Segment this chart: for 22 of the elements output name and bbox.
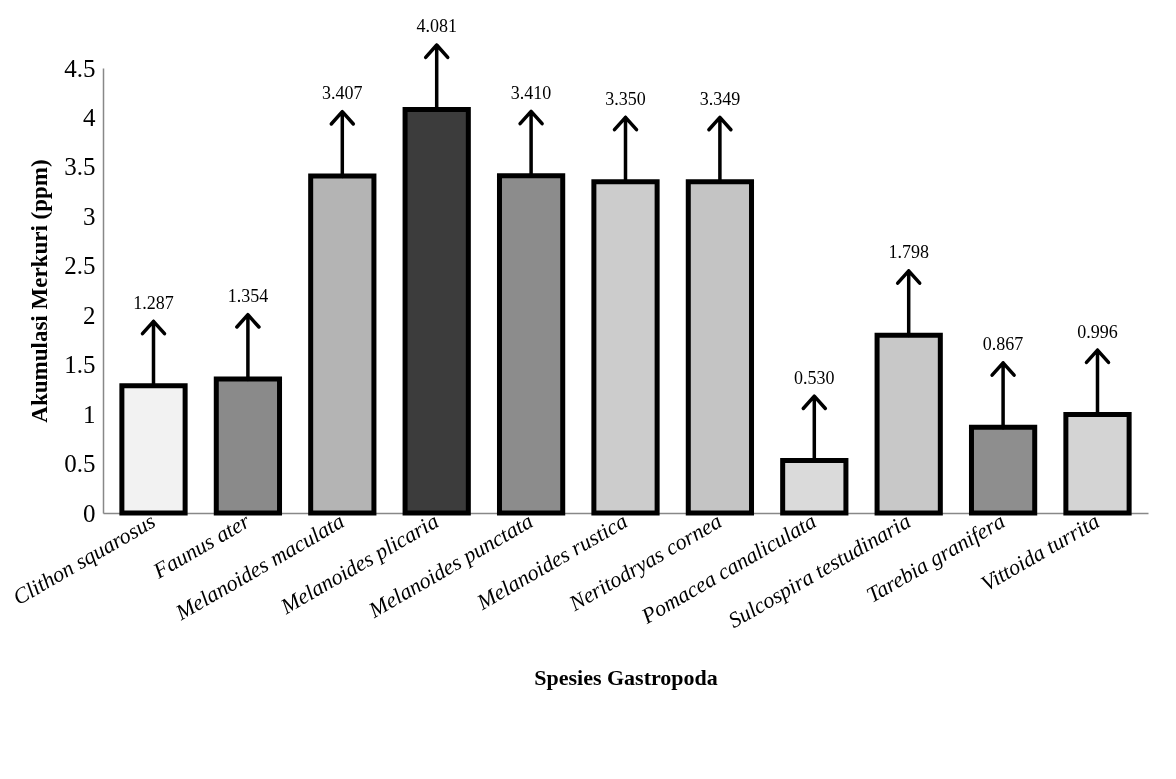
data-label: 3.407 (322, 83, 363, 104)
data-label: 3.410 (510, 82, 552, 103)
y-tick-label: 4 (83, 103, 96, 131)
y-axis-title: Akumulasi Merkuri (ppm) (27, 159, 53, 423)
y-tick-label: 2.5 (64, 252, 96, 280)
x-axis-title: Spesies Gastropoda (534, 665, 718, 690)
data-label: 4.081 (416, 16, 457, 37)
data-label: 1.354 (227, 286, 269, 307)
data-label: 1.287 (133, 292, 174, 313)
data-label: 0.996 (1077, 321, 1118, 342)
y-tick-label: 1.5 (64, 351, 96, 379)
y-tick-label: 3 (83, 202, 96, 230)
data-label: 3.350 (605, 88, 646, 109)
data-label: 0.530 (794, 367, 835, 388)
y-tick-label: 0.5 (64, 450, 96, 478)
y-tick-label: 3.5 (64, 153, 96, 181)
data-label: 1.798 (888, 242, 929, 263)
data-label: 0.867 (982, 334, 1024, 355)
data-label: 3.349 (699, 88, 741, 109)
y-tick-label: 2 (83, 301, 96, 329)
y-tick-label: 4.5 (64, 54, 96, 82)
y-tick-label: 1 (83, 400, 96, 428)
